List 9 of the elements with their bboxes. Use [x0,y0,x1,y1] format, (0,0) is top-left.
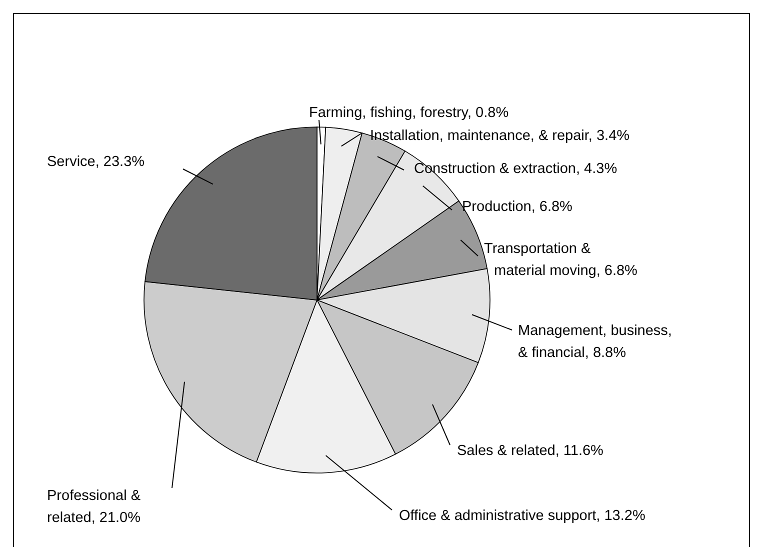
slice-label: Management, business, & financial, 8.8% [518,323,672,361]
slice-label: Office & administrative support, 13.2% [399,508,646,524]
slice-label: Transportation & material moving, 6.8% [484,241,638,279]
slice-label: Service, 23.3% [47,154,145,170]
slice-label: Production, 6.8% [462,199,573,216]
slice-label: Farming, fishing, forestry, 0.8% [309,105,509,122]
slice-label: Professional & related, 21.0% [47,488,141,526]
slice-label: Installation, maintenance, & repair, 3.4% [370,128,630,144]
slice-label: Sales & related, 11.6% [457,443,604,460]
